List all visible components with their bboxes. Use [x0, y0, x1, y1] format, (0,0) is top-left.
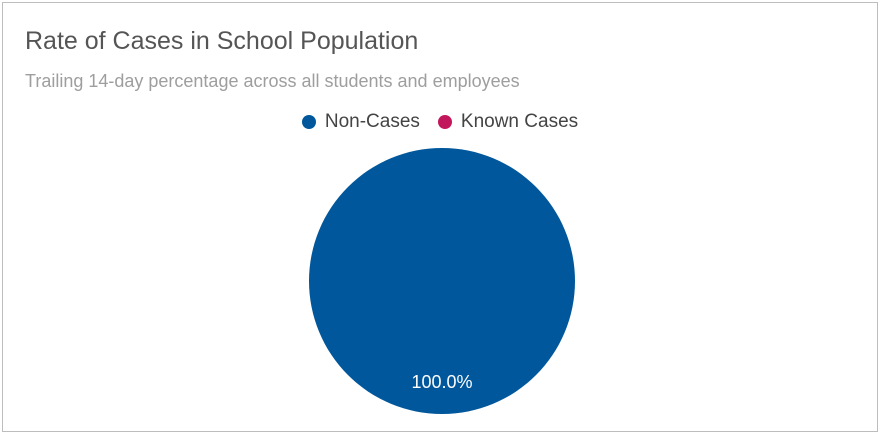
legend-label-known-cases: Known Cases — [460, 111, 579, 132]
legend-item-known-cases[interactable]: Known Cases — [437, 111, 579, 133]
legend-swatch-non-cases — [301, 115, 316, 129]
chart-subtitle: Trailing 14-day percentage across all st… — [25, 71, 520, 91]
pie-slice-non-cases[interactable] — [309, 148, 575, 414]
chart-legend: Non-Cases Known Cases — [3, 111, 877, 133]
legend-label-non-cases: Non-Cases — [324, 111, 420, 132]
legend-item-non-cases[interactable]: Non-Cases — [301, 111, 420, 133]
legend-swatch-known-cases — [437, 115, 452, 129]
chart-title: Rate of Cases in School Population — [25, 27, 419, 55]
pie-label-non-cases: 100.0% — [411, 372, 472, 392]
